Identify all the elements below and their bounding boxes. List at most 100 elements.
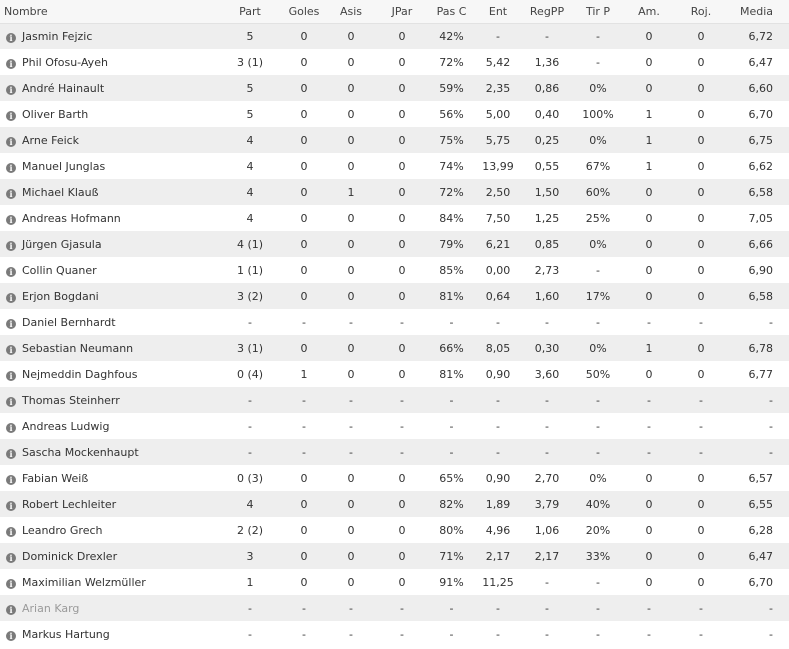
- table-row[interactable]: i Andreas Hofmann 4 0 0 0 84% 7,50 1,25 25% 0 0 7,05: [0, 205, 789, 231]
- player-name[interactable]: Arian Karg: [22, 601, 80, 615]
- player-name[interactable]: Leandro Grech: [22, 523, 103, 537]
- info-icon[interactable]: i: [6, 578, 16, 589]
- stat-tir-p: -: [596, 575, 600, 589]
- stat-am: -: [647, 393, 651, 407]
- info-icon[interactable]: i: [6, 292, 16, 303]
- stat-part: 5: [246, 81, 254, 95]
- player-name[interactable]: Fabian Weiß: [22, 471, 89, 485]
- table-row[interactable]: i Collin Quaner 1 (1) 0 0 0 85% 0,00 2,73 - 0 0 6,90: [0, 257, 789, 283]
- table-row[interactable]: i Sebastian Neumann 3 (1) 0 0 0 66% 8,05 0,30 0% 1…: [0, 335, 789, 361]
- table-row[interactable]: i Arne Feick 4 0 0 0 75% 5,75 0,25 0% 1 0 6,75: [0, 127, 789, 153]
- table-row[interactable]: i Thomas Steinherr - - - - - - - - - - -: [0, 387, 789, 413]
- stat-pas-c: 42%: [439, 29, 464, 43]
- stat-tir-p: -: [596, 445, 600, 459]
- info-icon[interactable]: i: [6, 604, 16, 615]
- player-name[interactable]: Nejmeddin Daghfous: [22, 367, 138, 381]
- player-name[interactable]: Maximilian Welzmüller: [22, 575, 146, 589]
- header-am[interactable]: Am.: [620, 0, 678, 24]
- header-asis[interactable]: Asis: [323, 0, 379, 24]
- table-row[interactable]: i Robert Lechleiter 4 0 0 0 82% 1,89 3,79 40% 0 0 6,…: [0, 491, 789, 517]
- table-row[interactable]: i Arian Karg - - - - - - - - - - -: [0, 595, 789, 621]
- player-name[interactable]: Jürgen Gjasula: [22, 237, 102, 251]
- player-name[interactable]: Arne Feick: [22, 133, 80, 147]
- stat-ent: -: [496, 445, 500, 459]
- info-icon[interactable]: i: [6, 448, 16, 459]
- player-name[interactable]: Dominick Drexler: [22, 549, 118, 563]
- player-name[interactable]: Sebastian Neumann: [22, 341, 134, 355]
- player-name[interactable]: Sascha Mockenhaupt: [22, 445, 139, 459]
- player-name[interactable]: Oliver Barth: [22, 107, 89, 121]
- table-row[interactable]: i Manuel Junglas 4 0 0 0 74% 13,99 0,55 67% 1 0 6,62: [0, 153, 789, 179]
- table-row[interactable]: i Fabian Weiß 0 (3) 0 0 0 65% 0,90 2,70 0% 0 0 6,57: [0, 465, 789, 491]
- player-name[interactable]: Markus Hartung: [22, 627, 110, 641]
- header-jpar[interactable]: JPar: [379, 0, 425, 24]
- info-icon[interactable]: i: [6, 526, 16, 537]
- info-icon[interactable]: i: [6, 188, 16, 199]
- player-name[interactable]: André Hainault: [22, 81, 105, 95]
- info-icon[interactable]: i: [6, 214, 16, 225]
- player-name[interactable]: Phil Ofosu-Ayeh: [22, 55, 108, 69]
- table-row[interactable]: i Jasmin Fejzic 5 0 0 0 42% - - - 0 0 6,72: [0, 23, 789, 49]
- table-row[interactable]: i Leandro Grech 2 (2) 0 0 0 80% 4,96 1,06 20% 0 0 6,…: [0, 517, 789, 543]
- table-row[interactable]: i Phil Ofosu-Ayeh 3 (1) 0 0 0 72% 5,42 1,36 - 0 0 6,…: [0, 49, 789, 75]
- header-nombre[interactable]: Nombre: [0, 0, 215, 24]
- info-icon[interactable]: i: [6, 370, 16, 381]
- info-icon[interactable]: i: [6, 500, 16, 511]
- player-name[interactable]: Daniel Bernhardt: [22, 315, 116, 329]
- info-icon[interactable]: i: [6, 318, 16, 329]
- table-row[interactable]: i André Hainault 5 0 0 0 59% 2,35 0,86 0% 0 0 6,60: [0, 75, 789, 101]
- header-part[interactable]: Part: [215, 0, 285, 24]
- stat-jpar: -: [400, 627, 404, 641]
- info-icon[interactable]: i: [6, 474, 16, 485]
- table-row[interactable]: i Michael Klauß 4 0 1 0 72% 2,50 1,50 60% 0 0 6,58: [0, 179, 789, 205]
- info-icon[interactable]: i: [6, 84, 16, 95]
- info-icon[interactable]: i: [6, 32, 16, 43]
- table-row[interactable]: i Andreas Ludwig - - - - - - - - - - -: [0, 413, 789, 439]
- info-icon[interactable]: i: [6, 396, 16, 407]
- info-icon[interactable]: i: [6, 552, 16, 563]
- table-row[interactable]: i Markus Hartung - - - - - - - - - - -: [0, 621, 789, 647]
- player-name[interactable]: Collin Quaner: [22, 263, 97, 277]
- info-icon[interactable]: i: [6, 630, 16, 641]
- player-name[interactable]: Michael Klauß: [22, 185, 99, 199]
- table-row[interactable]: i Maximilian Welzmüller 1 0 0 0 91% 11,25 - - 0 0 6,…: [0, 569, 789, 595]
- table-row[interactable]: i Dominick Drexler 3 0 0 0 71% 2,17 2,17 33% 0 0 6,4…: [0, 543, 789, 569]
- info-icon[interactable]: i: [6, 240, 16, 251]
- stat-jpar: 0: [398, 29, 406, 43]
- table-row[interactable]: i Sascha Mockenhaupt - - - - - - - - - - -: [0, 439, 789, 465]
- player-name-cell: i Phil Ofosu-Ayeh: [0, 49, 215, 75]
- stat-am: 0: [645, 237, 653, 251]
- header-tir-p[interactable]: Tir P: [576, 0, 620, 24]
- stat-asis: 0: [347, 107, 355, 121]
- info-icon[interactable]: i: [6, 110, 16, 121]
- table-row[interactable]: i Erjon Bogdani 3 (2) 0 0 0 81% 0,64 1,60 17% 0 0 6,…: [0, 283, 789, 309]
- table-row[interactable]: i Daniel Bernhardt - - - - - - - - - - -: [0, 309, 789, 335]
- table-row[interactable]: i Nejmeddin Daghfous 0 (4) 1 0 0 81% 0,90 3,60 50…: [0, 361, 789, 387]
- player-name[interactable]: Thomas Steinherr: [22, 393, 120, 407]
- player-name[interactable]: Erjon Bogdani: [22, 289, 99, 303]
- stat-tir-p: 0%: [589, 133, 607, 147]
- stat-roj: 0: [697, 185, 705, 199]
- info-icon[interactable]: i: [6, 266, 16, 277]
- stat-part: 3 (1): [236, 341, 264, 355]
- info-icon[interactable]: i: [6, 58, 16, 69]
- info-icon[interactable]: i: [6, 136, 16, 147]
- table-row[interactable]: i Oliver Barth 5 0 0 0 56% 5,00 0,40 100% 1 0 6,70: [0, 101, 789, 127]
- info-icon[interactable]: i: [6, 162, 16, 173]
- player-name[interactable]: Andreas Hofmann: [22, 211, 121, 225]
- header-goles[interactable]: Goles: [285, 0, 323, 24]
- stat-tir-p: 25%: [585, 211, 611, 225]
- stat-pas-c: 72%: [439, 55, 464, 69]
- player-name[interactable]: Manuel Junglas: [22, 159, 106, 173]
- header-regpp[interactable]: RegPP: [518, 0, 576, 24]
- player-name[interactable]: Robert Lechleiter: [22, 497, 117, 511]
- header-pas-c[interactable]: Pas C: [425, 0, 478, 24]
- player-name[interactable]: Jasmin Fejzic: [22, 29, 93, 43]
- header-media[interactable]: Media: [724, 0, 789, 24]
- header-ent[interactable]: Ent: [478, 0, 518, 24]
- table-row[interactable]: i Jürgen Gjasula 4 (1) 0 0 0 79% 6,21 0,85 0% 0 0 6,…: [0, 231, 789, 257]
- header-roj[interactable]: Roj.: [678, 0, 724, 24]
- info-icon[interactable]: i: [6, 422, 16, 433]
- player-name[interactable]: Andreas Ludwig: [22, 419, 110, 433]
- info-icon[interactable]: i: [6, 344, 16, 355]
